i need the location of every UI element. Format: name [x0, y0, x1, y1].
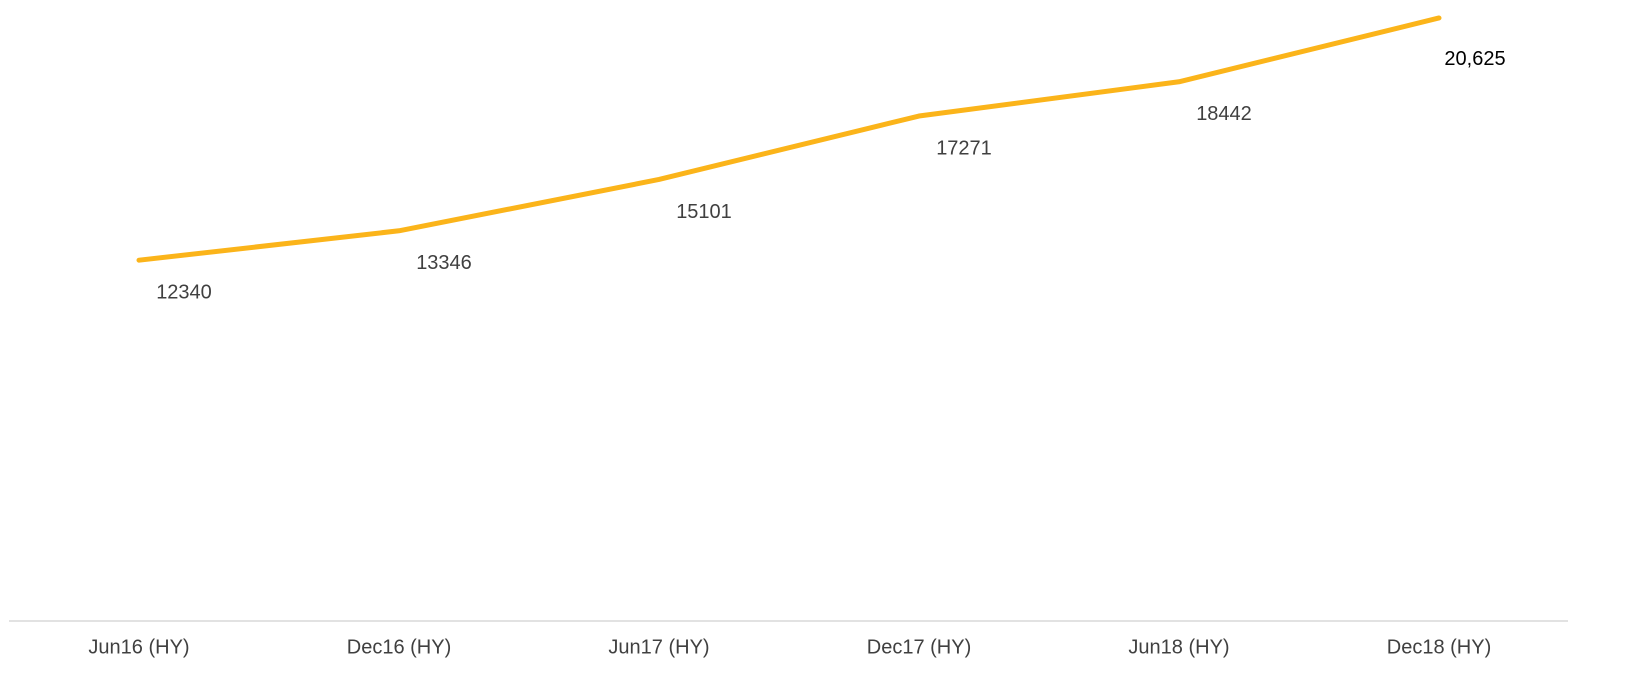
- x-tick-label: Dec18 (HY): [1387, 636, 1491, 658]
- data-label: 20,625: [1444, 48, 1505, 70]
- data-line: [136, 15, 1442, 263]
- data-label: 18442: [1196, 103, 1252, 125]
- x-tick-label: Jun16 (HY): [88, 636, 189, 658]
- x-tick-label: Jun18 (HY): [1128, 636, 1229, 658]
- data-label: 15101: [676, 201, 732, 223]
- data-label: 12340: [156, 281, 212, 303]
- x-tick-label: Dec16 (HY): [347, 636, 451, 658]
- x-tick-label: Dec17 (HY): [867, 636, 971, 658]
- data-label: 17271: [936, 137, 992, 159]
- x-tick-label: Jun17 (HY): [608, 636, 709, 658]
- data-label: 13346: [416, 252, 472, 274]
